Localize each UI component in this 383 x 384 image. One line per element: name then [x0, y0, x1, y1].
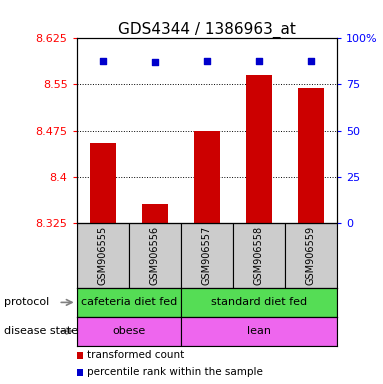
- Bar: [233, 223, 285, 288]
- Text: cafeteria diet fed: cafeteria diet fed: [80, 297, 177, 308]
- Bar: [298, 88, 324, 223]
- Text: GSM906556: GSM906556: [150, 226, 160, 285]
- Text: percentile rank within the sample: percentile rank within the sample: [87, 367, 263, 377]
- Bar: [246, 75, 272, 223]
- Bar: [181, 317, 337, 346]
- Text: GSM906555: GSM906555: [98, 226, 108, 285]
- Bar: [77, 317, 181, 346]
- Point: [204, 58, 210, 64]
- Bar: [77, 223, 129, 288]
- Bar: [129, 223, 181, 288]
- Bar: [90, 143, 116, 223]
- Text: lean: lean: [247, 326, 271, 336]
- Point: [152, 59, 158, 65]
- Text: transformed count: transformed count: [87, 350, 185, 360]
- Bar: [181, 288, 337, 317]
- Bar: [181, 223, 233, 288]
- Bar: [194, 131, 220, 223]
- Bar: [142, 204, 168, 223]
- Text: GSM906557: GSM906557: [202, 226, 212, 285]
- Point: [308, 58, 314, 64]
- Title: GDS4344 / 1386963_at: GDS4344 / 1386963_at: [118, 22, 296, 38]
- Text: disease state: disease state: [4, 326, 78, 336]
- Text: GSM906559: GSM906559: [306, 226, 316, 285]
- Text: obese: obese: [112, 326, 145, 336]
- Text: standard diet fed: standard diet fed: [211, 297, 307, 308]
- Bar: [285, 223, 337, 288]
- Point: [256, 58, 262, 64]
- Bar: [77, 288, 181, 317]
- Point: [100, 58, 106, 64]
- Text: GSM906558: GSM906558: [254, 226, 264, 285]
- Text: protocol: protocol: [4, 297, 49, 308]
